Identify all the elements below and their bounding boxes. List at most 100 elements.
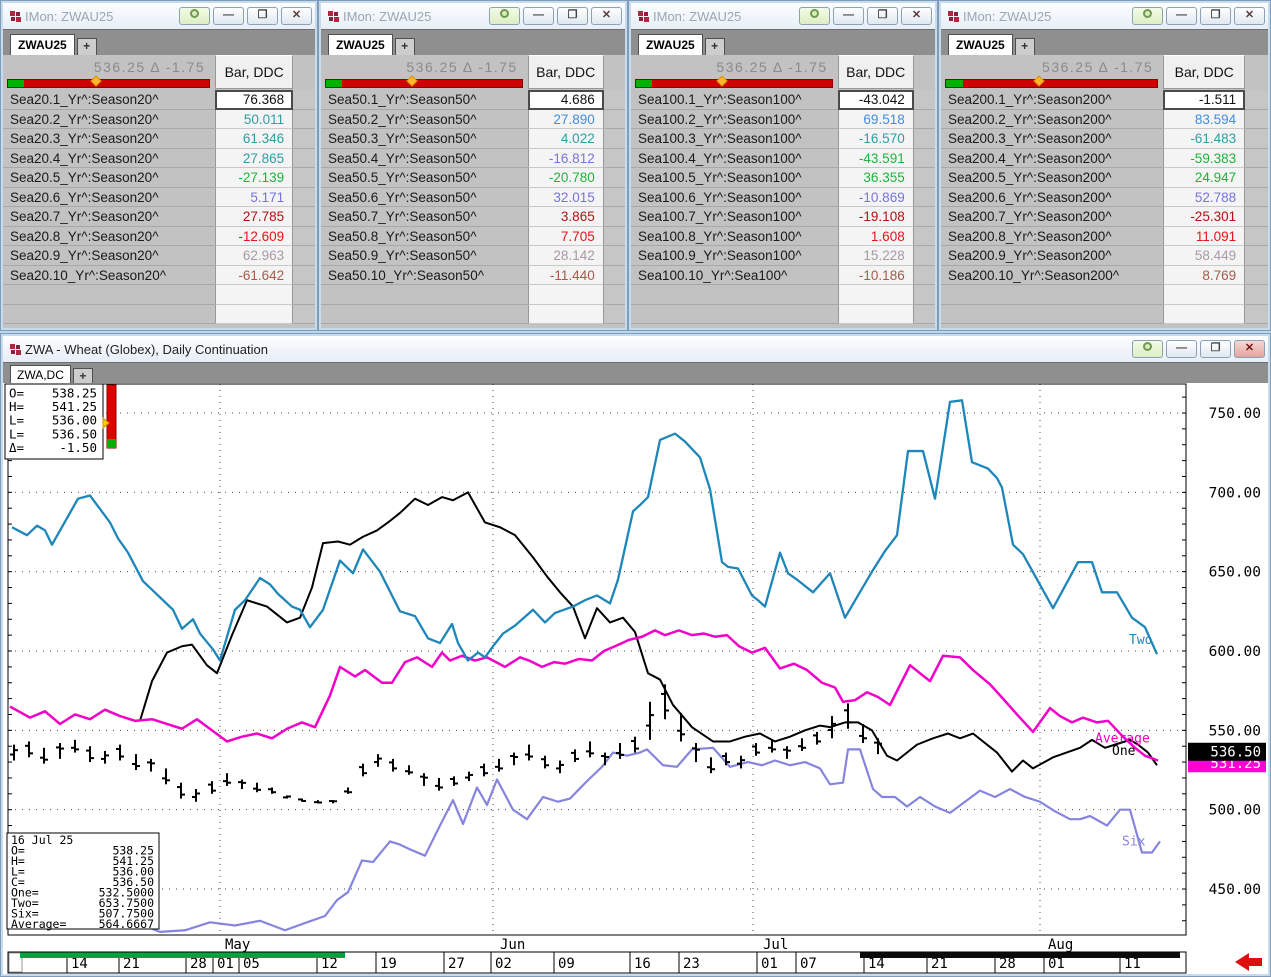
minimize-button[interactable]: — — [1166, 340, 1197, 358]
row-scroll-gutter — [604, 305, 625, 325]
table-row: Sea50.6_Yr^:Season50^32.015 — [321, 188, 625, 208]
y-axis-label: 750.00 — [1209, 406, 1261, 422]
add-tab-button[interactable]: + — [73, 368, 93, 383]
row-label: Sea200.2_Yr^:Season200^ — [941, 110, 1163, 130]
row-value[interactable]: -25.301 — [1163, 207, 1245, 227]
row-value[interactable]: 69.518 — [838, 110, 914, 130]
close-button[interactable]: ✕ — [1234, 7, 1265, 25]
row-value[interactable]: -27.139 — [215, 168, 293, 188]
add-tab-button[interactable]: + — [705, 38, 725, 55]
restore-button[interactable]: ❐ — [1200, 7, 1231, 25]
minimize-button[interactable]: — — [523, 7, 554, 25]
row-value[interactable]: -20.780 — [528, 168, 604, 188]
table-row: Sea50.4_Yr^:Season50^-16.812 — [321, 149, 625, 169]
restore-button[interactable]: ❐ — [247, 7, 278, 25]
green-dot-button[interactable] — [1132, 7, 1163, 25]
row-value[interactable]: -1.511 — [1163, 90, 1245, 110]
row-value[interactable]: 15.228 — [838, 246, 914, 266]
session-green-segment — [8, 80, 24, 87]
range-gauge-green — [107, 439, 116, 448]
row-value[interactable]: 27.785 — [215, 207, 293, 227]
close-button[interactable]: ✕ — [281, 7, 312, 25]
row-label: Sea100.5_Yr^:Season100^ — [631, 168, 838, 188]
row-value[interactable]: -12.609 — [215, 227, 293, 247]
row-label: Sea50.9_Yr^:Season50^ — [321, 246, 528, 266]
table-row: Sea100.10_Yr^:Sea100^-10.186 — [631, 266, 935, 286]
row-value[interactable]: 24.947 — [1163, 168, 1245, 188]
restore-button[interactable]: ❐ — [557, 7, 588, 25]
row-value[interactable]: 27.865 — [215, 149, 293, 169]
row-scroll-gutter — [1245, 129, 1268, 149]
row-value[interactable]: 76.368 — [215, 90, 293, 110]
table-row: Sea50.3_Yr^:Season50^4.022 — [321, 129, 625, 149]
row-value[interactable]: 27.890 — [528, 110, 604, 130]
tab-symbol[interactable]: ZWAU25 — [948, 34, 1013, 55]
row-value[interactable]: 5.171 — [215, 188, 293, 208]
close-button[interactable]: ✕ — [1234, 340, 1265, 358]
green-dot-button[interactable] — [179, 7, 210, 25]
row-value[interactable]: -10.869 — [838, 188, 914, 208]
row-value[interactable]: 7.705 — [528, 227, 604, 247]
row-value[interactable]: 4.686 — [528, 90, 604, 110]
row-value[interactable]: 50.011 — [215, 110, 293, 130]
row-value[interactable]: -61.483 — [1163, 129, 1245, 149]
row-value[interactable]: -10.186 — [838, 266, 914, 286]
empty-row — [631, 305, 935, 325]
row-scroll-gutter — [604, 227, 625, 247]
row-value[interactable]: -43.591 — [838, 149, 914, 169]
tab-symbol[interactable]: ZWAU25 — [328, 34, 393, 55]
row-value[interactable]: 4.022 — [528, 129, 604, 149]
tab-symbol[interactable]: ZWAU25 — [638, 34, 703, 55]
row-value[interactable]: -19.108 — [838, 207, 914, 227]
row-value[interactable]: -43.042 — [838, 90, 914, 110]
restore-button[interactable]: ❐ — [867, 7, 898, 25]
row-value[interactable]: 32.015 — [528, 188, 604, 208]
row-value[interactable]: 36.355 — [838, 168, 914, 188]
row-value[interactable]: 11.091 — [1163, 227, 1245, 247]
row-scroll-gutter — [604, 129, 625, 149]
row-value[interactable]: 83.594 — [1163, 110, 1245, 130]
close-button[interactable]: ✕ — [901, 7, 932, 25]
row-value[interactable]: 62.963 — [215, 246, 293, 266]
restore-button[interactable]: ❐ — [1200, 340, 1231, 358]
row-value[interactable]: 28.142 — [528, 246, 604, 266]
scroll-left-arrow-icon[interactable] — [1235, 953, 1262, 971]
row-value[interactable]: -16.570 — [838, 129, 914, 149]
series-label-two: Two — [1129, 633, 1152, 648]
add-tab-button[interactable]: + — [77, 38, 97, 55]
minimize-button[interactable]: — — [213, 7, 244, 25]
tab-symbol[interactable]: ZWAU25 — [10, 34, 75, 55]
close-button[interactable]: ✕ — [591, 7, 622, 25]
row-value[interactable]: 3.865 — [528, 207, 604, 227]
row-label: Sea20.1_Yr^:Season20^ — [3, 90, 215, 110]
add-tab-button[interactable]: + — [1015, 38, 1035, 55]
tab-strip: ZWAU25 + — [3, 29, 315, 55]
row-value[interactable]: -16.812 — [528, 149, 604, 169]
ohlc-overlay-value: -1.50 — [59, 440, 97, 455]
row-value[interactable]: 61.346 — [215, 129, 293, 149]
price-chart[interactable]: SixOneAverageTwo750.00700.00650.00600.00… — [3, 383, 1268, 974]
monitor-table: 536.25 Δ -1.75 Bar, DDC Sea200.1_Yr^:Sea… — [941, 55, 1268, 328]
row-value[interactable]: -59.383 — [1163, 149, 1245, 169]
chart-plot-area[interactable]: SixOneAverageTwo750.00700.00650.00600.00… — [3, 383, 1268, 974]
tab-chart-symbol[interactable]: ZWA,DC — [10, 365, 71, 383]
green-dot-button[interactable] — [489, 7, 520, 25]
green-dot-button[interactable] — [1132, 340, 1163, 358]
session-bar-projection — [860, 953, 1180, 959]
minimize-button[interactable]: — — [1166, 7, 1197, 25]
row-value[interactable]: -61.642 — [215, 266, 293, 286]
window-titlebar: IMon: ZWAU25 — ❐ ✕ — [321, 3, 625, 29]
row-value[interactable]: -11.440 — [528, 266, 604, 286]
table-row: Sea100.5_Yr^:Season100^36.355 — [631, 168, 935, 188]
green-dot-button[interactable] — [799, 7, 830, 25]
row-value[interactable]: 52.788 — [1163, 188, 1245, 208]
row-value[interactable]: 8.769 — [1163, 266, 1245, 286]
row-scroll-gutter — [293, 246, 315, 266]
date-tick-label: 11 — [1124, 956, 1141, 972]
table-row: Sea20.9_Yr^:Season20^62.963 — [3, 246, 315, 266]
empty-value-cell — [1163, 285, 1245, 305]
add-tab-button[interactable]: + — [395, 38, 415, 55]
row-value[interactable]: 1.608 — [838, 227, 914, 247]
row-value[interactable]: 58.449 — [1163, 246, 1245, 266]
minimize-button[interactable]: — — [833, 7, 864, 25]
